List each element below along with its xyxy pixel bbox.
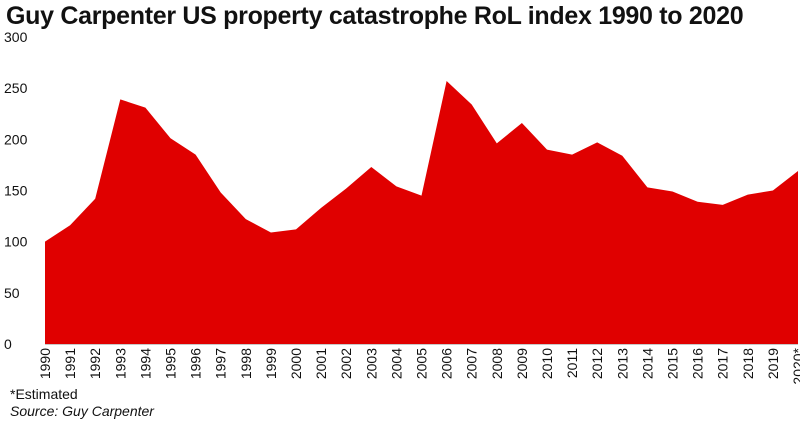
- x-tick-label: 1993: [112, 348, 128, 379]
- x-tick-label: 2004: [388, 348, 404, 379]
- x-tick-label: 2009: [514, 348, 530, 379]
- x-tick-label: 1990: [37, 348, 53, 379]
- x-tick-label: 1991: [62, 348, 78, 379]
- x-tick-label: 2020*: [790, 347, 800, 384]
- x-tick-label: 2001: [313, 348, 329, 379]
- x-tick-label: 2005: [414, 348, 430, 379]
- x-tick-label: 2013: [614, 348, 630, 379]
- x-tick-label: 2000: [288, 348, 304, 379]
- chart-title: Guy Carpenter US property catastrophe Ro…: [6, 2, 744, 30]
- plot-area: [45, 81, 798, 345]
- x-tick-label: 2015: [665, 348, 681, 379]
- x-axis: 1990 1991 1992 1993 1994 1995 1996 1997 1998 1999…: [37, 347, 800, 384]
- y-tick-label: 200: [4, 131, 28, 147]
- footnote: *Estimated: [10, 386, 78, 402]
- x-tick-label: 2007: [464, 348, 480, 379]
- x-tick-label: 1996: [188, 348, 204, 379]
- series-area: [45, 81, 798, 344]
- x-tick-label: 2018: [740, 348, 756, 379]
- x-tick-label: 2014: [639, 348, 655, 379]
- x-tick-label: 1997: [213, 348, 229, 379]
- y-tick-label: 300: [4, 29, 28, 45]
- x-tick-label: 2010: [539, 348, 555, 379]
- x-tick-label: 1998: [238, 348, 254, 379]
- y-tick-label: 150: [4, 183, 28, 199]
- x-tick-label: 1995: [163, 348, 179, 379]
- y-axis: 0 50 100 150 200 250 300: [4, 29, 28, 352]
- x-tick-label: 2008: [489, 348, 505, 379]
- y-tick-label: 100: [4, 234, 28, 250]
- y-tick-label: 0: [4, 336, 12, 352]
- x-tick-label: 1994: [137, 348, 153, 379]
- x-tick-label: 2003: [363, 348, 379, 379]
- x-tick-label: 2019: [765, 348, 781, 379]
- x-tick-label: 1992: [87, 348, 103, 379]
- source-note: Source: Guy Carpenter: [10, 403, 154, 419]
- x-tick-label: 2016: [690, 348, 706, 379]
- x-tick-label: 2011: [564, 348, 580, 378]
- x-tick-label: 2017: [715, 348, 731, 379]
- y-tick-label: 50: [4, 285, 20, 301]
- x-tick-label: 2002: [338, 348, 354, 379]
- x-tick-label: 2012: [589, 348, 605, 379]
- x-tick-label: 2006: [439, 348, 455, 379]
- x-tick-label: 1999: [263, 348, 279, 379]
- y-tick-label: 250: [4, 80, 28, 96]
